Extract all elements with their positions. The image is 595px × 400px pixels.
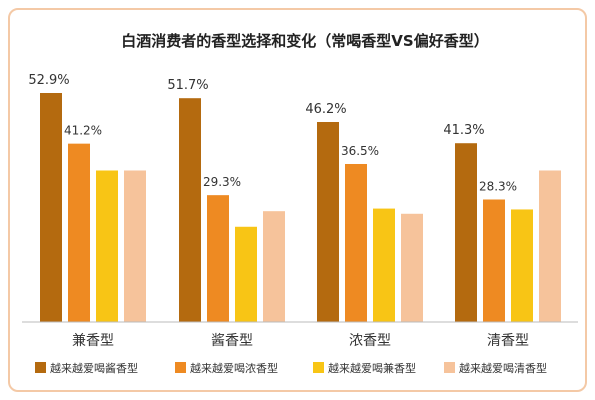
value-label: 52.9% [28, 73, 69, 88]
chart-title: 白酒消费者的香型选择和变化（常喝香型VS偏好香型） [121, 32, 488, 50]
value-label: 46.2% [305, 102, 346, 117]
bars-group [40, 93, 561, 323]
bar-兼香型-越来越爱喝浓香型 [68, 143, 90, 322]
value-label: 28.3% [479, 179, 517, 193]
bar-清香型-越来越爱喝酱香型 [455, 143, 477, 322]
value-labels-group: 52.9% 51.7% 46.2% 41.3% 41.2% 29.3% 36.5% 28.3% [28, 73, 517, 193]
bar-浓香型-越来越爱喝兼香型 [373, 208, 395, 322]
legend-swatch [35, 362, 46, 373]
bar-清香型-越来越爱喝清香型 [539, 170, 561, 322]
category-label: 清香型 [487, 333, 529, 349]
legend: 越来越爱喝酱香型 越来越爱喝浓香型 越来越爱喝兼香型 越来越爱喝清香型 [35, 361, 547, 375]
category-label: 酱香型 [211, 333, 253, 349]
category-label: 兼香型 [72, 333, 114, 349]
bar-兼香型-越来越爱喝兼香型 [96, 170, 118, 322]
legend-swatch [313, 362, 324, 373]
bar-兼香型-越来越爱喝酱香型 [40, 93, 62, 322]
bar-浓香型-越来越爱喝酱香型 [317, 122, 339, 322]
legend-label: 越来越爱喝兼香型 [328, 361, 416, 375]
legend-swatch [175, 362, 186, 373]
bar-浓香型-越来越爱喝浓香型 [345, 163, 367, 322]
category-label: 浓香型 [349, 333, 391, 349]
bar-清香型-越来越爱喝浓香型 [483, 199, 505, 322]
value-label: 41.2% [64, 124, 102, 138]
legend-label: 越来越爱喝酱香型 [50, 361, 138, 375]
bar-清香型-越来越爱喝兼香型 [511, 209, 533, 322]
value-label: 51.7% [167, 78, 208, 93]
bar-酱香型-越来越爱喝酱香型 [179, 98, 201, 323]
legend-label: 越来越爱喝清香型 [459, 361, 547, 375]
bar-酱香型-越来越爱喝清香型 [263, 211, 285, 322]
value-label: 36.5% [341, 144, 379, 158]
legend-label: 越来越爱喝浓香型 [190, 361, 278, 375]
value-label: 29.3% [203, 175, 241, 189]
bar-浓香型-越来越爱喝清香型 [401, 213, 423, 322]
value-label: 41.3% [443, 123, 484, 138]
legend-swatch [444, 362, 455, 373]
bar-酱香型-越来越爱喝浓香型 [207, 195, 229, 322]
category-labels-group: 兼香型 酱香型 浓香型 清香型 [72, 333, 529, 349]
bar-酱香型-越来越爱喝兼香型 [235, 226, 257, 322]
bar-兼香型-越来越爱喝清香型 [124, 170, 146, 322]
